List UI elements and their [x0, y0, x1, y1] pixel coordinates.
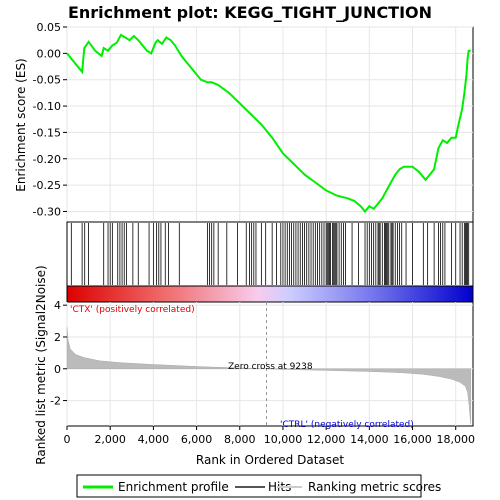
legend-metric-label: Ranking metric scores [308, 480, 441, 494]
rank-color-bar [66, 285, 474, 303]
es-tick-label: -0.10 [33, 100, 61, 113]
x-tick-label: 2,000 [94, 433, 126, 446]
hits-panel [66, 221, 474, 287]
x-tick-label: 18,000 [436, 433, 475, 446]
hit-marks [70, 223, 470, 285]
enrichment-profile-line [66, 33, 471, 214]
x-tick-label: 12,000 [307, 433, 346, 446]
zero-cross-label: Zero cross at 9238 [228, 362, 313, 372]
es-tick-label: -0.05 [33, 74, 61, 87]
x-tick-label: 4,000 [138, 433, 170, 446]
chart-title: Enrichment plot: KEGG_TIGHT_JUNCTION [68, 3, 432, 22]
es-y-axis-label: Enrichment score (ES) [14, 58, 28, 191]
metric-tick-label: 4 [54, 299, 61, 312]
es-tick-label: -0.20 [33, 153, 61, 166]
metric-y-axis: 4 2 0 -2 [50, 299, 67, 408]
es-panel [66, 26, 474, 223]
metric-tick-label: 2 [54, 331, 61, 344]
x-tick-label: 10,000 [264, 433, 303, 446]
es-tick-label: 0.05 [37, 21, 62, 34]
ranking-metric-area [66, 327, 472, 425]
positive-correlation-label: 'CTX' (positively correlated) [70, 305, 195, 315]
metric-tick-label: 0 [54, 363, 61, 376]
metric-tick-label: -2 [50, 395, 61, 408]
es-tick-label: -0.30 [33, 205, 61, 218]
x-tick-label: 16,000 [393, 433, 432, 446]
es-tick-label: 0.00 [37, 47, 62, 60]
x-tick-label: 6,000 [181, 433, 213, 446]
legend-enrichment-label: Enrichment profile [118, 480, 229, 494]
x-tick-label: 8,000 [224, 433, 256, 446]
x-axis-label: Rank in Ordered Dataset [196, 453, 344, 467]
x-tick-label: 14,000 [350, 433, 389, 446]
x-tick-label: 0 [64, 433, 71, 446]
metric-y-axis-label: Ranked list metric (Signal2Noise) [34, 265, 48, 464]
negative-correlation-label: 'CTRL' (negatively correlated) [280, 420, 414, 430]
x-axis: 0 2,000 4,000 6,000 8,000 10,000 12,000 14,000 1… [64, 426, 475, 446]
es-tick-label: -0.15 [33, 126, 61, 139]
es-tick-label: -0.25 [33, 179, 61, 192]
es-gridlines [66, 26, 473, 222]
es-y-axis: 0.05 0.00 -0.05 -0.10 -0.15 -0.20 -0.25 -0.30 [33, 21, 67, 218]
